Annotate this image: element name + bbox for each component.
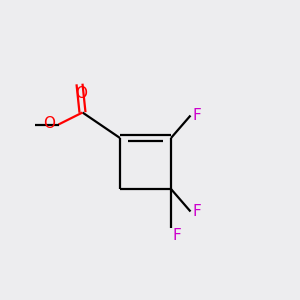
Text: O: O bbox=[43, 116, 55, 130]
Text: F: F bbox=[192, 108, 201, 123]
Text: F: F bbox=[172, 228, 181, 243]
Text: O: O bbox=[75, 85, 87, 100]
Text: F: F bbox=[192, 204, 201, 219]
